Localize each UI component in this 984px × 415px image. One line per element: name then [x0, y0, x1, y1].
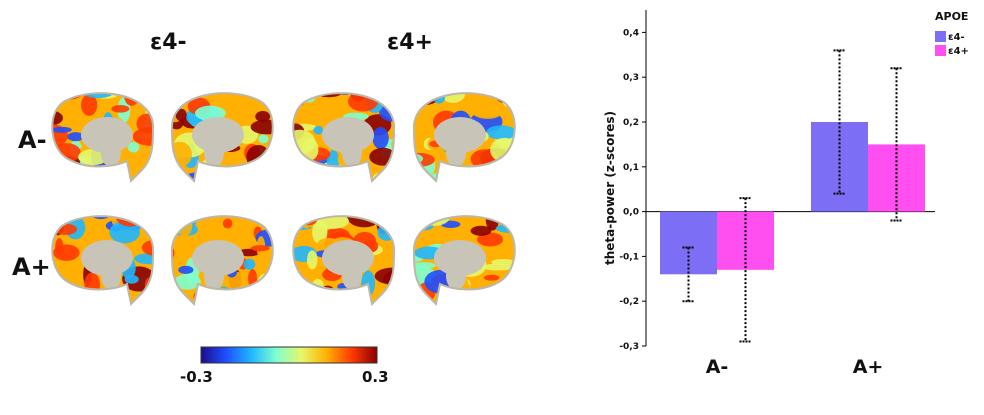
colorbar [200, 346, 378, 364]
y-axis-label: theta-power (z-scores) [603, 111, 617, 265]
brain-map-grid [51, 92, 516, 307]
legend-swatch [935, 45, 946, 56]
legend-swatch [935, 31, 946, 42]
brain-map [413, 216, 515, 304]
column-label-e4-neg: ε4- [150, 30, 187, 55]
y-tick-label: 0,2 [623, 118, 639, 128]
bar-chart: -0,3 -0,2 -0,1 0,0 0,1 0,2 0,3 0,4 theta-power (… [603, 10, 969, 378]
legend-title: APOE [935, 10, 968, 23]
row-label-a-neg: A- [18, 126, 47, 154]
colorbar-min-label: -0.3 [180, 368, 213, 386]
y-tick-label: -0,3 [619, 342, 639, 352]
legend-label: ε4+ [948, 46, 969, 57]
y-tick-label: 0,1 [623, 163, 639, 173]
brain-map [171, 93, 273, 181]
colorbar-max-label: 0.3 [362, 368, 389, 386]
y-tick-label: -0,1 [619, 252, 639, 262]
brain-map [52, 216, 154, 304]
y-tick-label: -0,2 [619, 297, 639, 307]
column-label-e4-pos: ε4+ [387, 30, 433, 55]
y-tick-label: 0,0 [623, 208, 639, 218]
y-tick-label: 0,4 [623, 28, 639, 38]
brain-map [413, 93, 515, 181]
legend-label: ε4- [948, 32, 965, 43]
brain-map [52, 93, 154, 181]
y-tick-label: 0,3 [623, 73, 639, 83]
bar-A--ε4+ [717, 211, 774, 270]
row-label-a-pos: A+ [12, 253, 51, 281]
x-tick-label: A- [706, 356, 729, 378]
colorbar-gradient [200, 346, 378, 364]
x-tick-label: A+ [853, 356, 884, 378]
